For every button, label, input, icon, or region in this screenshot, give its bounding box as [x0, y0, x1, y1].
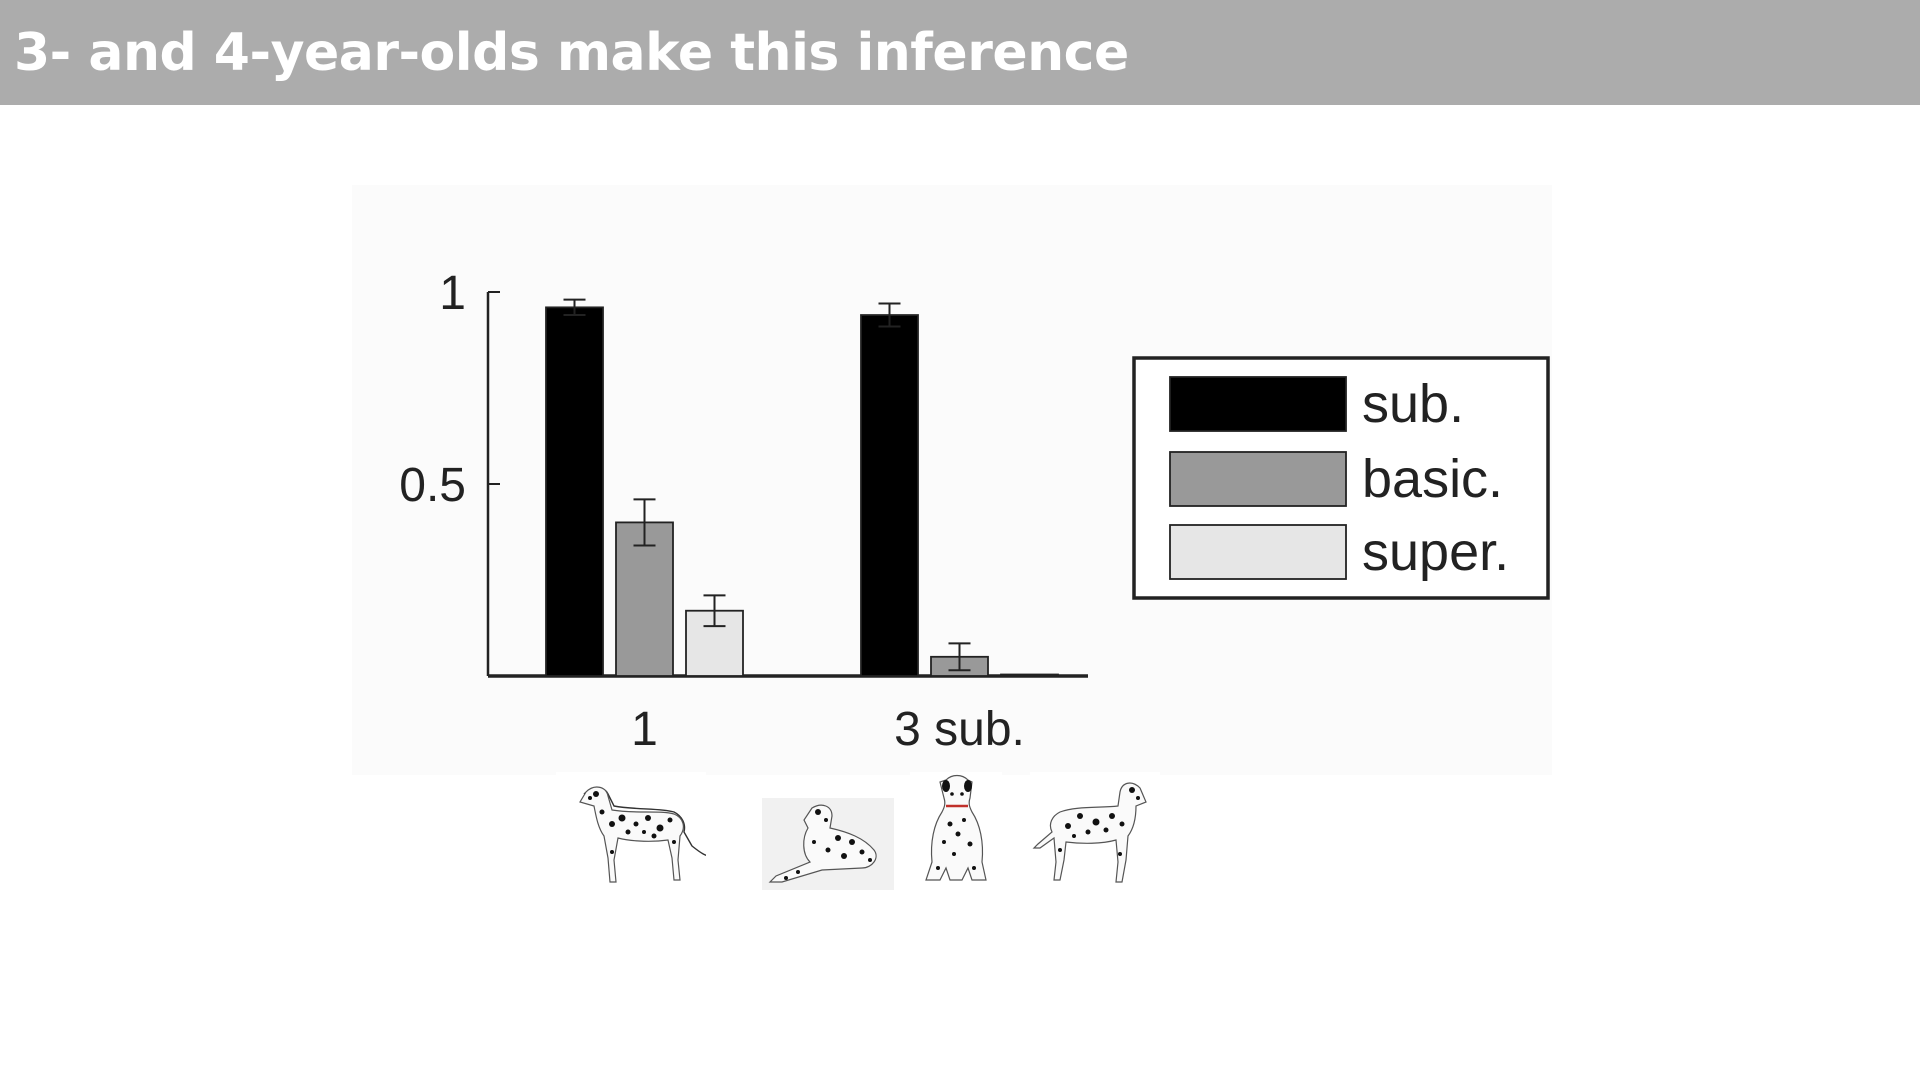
- bar-sub-1: [545, 306, 604, 677]
- legend-swatch-sub: [1169, 376, 1347, 432]
- y-tick-label: 1: [439, 267, 466, 320]
- legend-swatch-basic: [1169, 451, 1347, 507]
- slide-title: 3- and 4-year-olds make this inference: [14, 22, 1129, 83]
- title-bar: 3- and 4-year-olds make this inference: [0, 0, 1920, 105]
- legend-label-super: super.: [1362, 522, 1509, 582]
- bar-sub-2: [860, 314, 919, 677]
- legend-label-basic: basic.: [1362, 449, 1503, 509]
- y-tick-label: 0.5: [399, 459, 466, 512]
- bar-basic-1: [615, 521, 674, 677]
- bar-super-2: [1000, 673, 1059, 677]
- legend-label-sub: sub.: [1362, 374, 1464, 434]
- x-category-label: 1: [631, 703, 658, 756]
- legend-swatch-super: [1169, 524, 1347, 580]
- x-category-label: 3 sub.: [894, 703, 1025, 756]
